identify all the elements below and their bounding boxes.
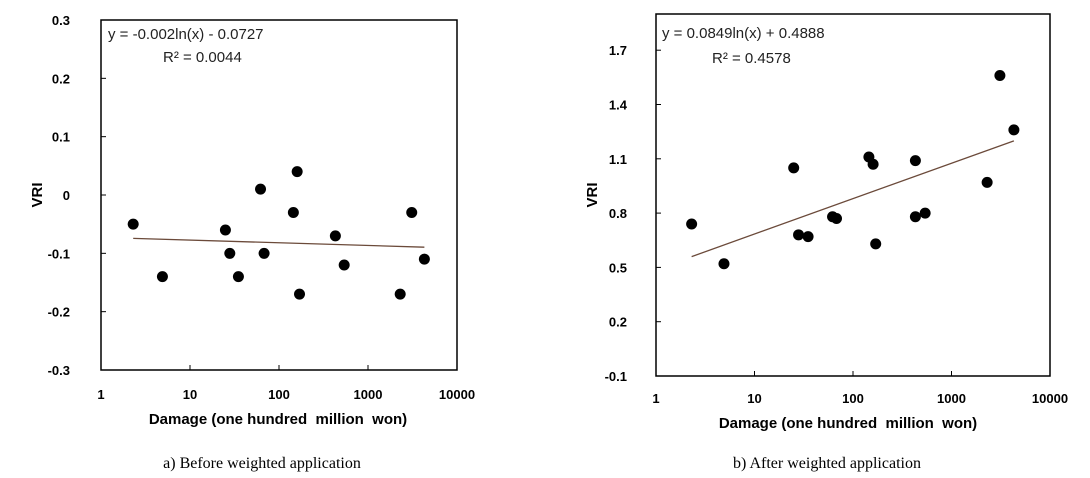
x-tick-labels: 1 10 100 1000 10000 xyxy=(652,391,1068,406)
data-point xyxy=(870,238,882,250)
data-point xyxy=(127,218,139,230)
y-tick-label: 0.5 xyxy=(609,260,627,275)
x-axis-title: Damage (one hundred million won) xyxy=(149,411,407,428)
trendline xyxy=(133,237,425,248)
data-point xyxy=(994,70,1006,82)
plot-frame xyxy=(100,19,458,371)
data-point xyxy=(686,218,698,230)
data-point xyxy=(981,176,993,188)
x-tick-label: 1000 xyxy=(354,387,383,402)
y-tick-label: 0.2 xyxy=(609,315,627,330)
data-point xyxy=(255,183,267,195)
data-point xyxy=(291,166,303,178)
y-tick-label: 0.3 xyxy=(52,13,70,28)
data-point xyxy=(329,230,341,242)
y-axis-title: VRI xyxy=(29,182,46,207)
trendline xyxy=(691,140,1015,258)
tick-marks xyxy=(655,49,1051,377)
y-tick-label: 0 xyxy=(63,188,70,203)
data-point xyxy=(224,247,236,259)
y-tick-label: 1.4 xyxy=(609,98,628,113)
x-tick-label: 1000 xyxy=(937,391,966,406)
x-tick-label: 10000 xyxy=(439,387,475,402)
data-points xyxy=(127,166,430,300)
data-point xyxy=(793,229,805,241)
x-tick-label: 1 xyxy=(652,391,659,406)
x-tick-label: 100 xyxy=(268,387,290,402)
y-tick-labels: -0.1 0.2 0.5 0.8 1.1 1.4 1.7 xyxy=(605,43,628,384)
y-tick-label: 1.1 xyxy=(609,152,627,167)
x-tick-label: 10 xyxy=(747,391,761,406)
y-tick-label: -0.1 xyxy=(48,246,70,261)
trend-equation: y = 0.0849ln(x) + 0.4888 xyxy=(662,25,825,42)
data-point xyxy=(219,224,231,236)
y-tick-label: 0.1 xyxy=(52,130,70,145)
data-point xyxy=(294,288,306,300)
r-squared: R² = 0.4578 xyxy=(712,50,791,67)
y-tick-label: 0.8 xyxy=(609,206,627,221)
data-point xyxy=(867,158,879,170)
y-tick-label: -0.3 xyxy=(48,363,70,378)
y-tick-label: -0.2 xyxy=(48,305,70,320)
y-tick-labels: -0.3 -0.2 -0.1 0 0.1 0.2 0.3 xyxy=(48,13,70,378)
y-axis-title: VRI xyxy=(584,182,601,207)
tick-marks xyxy=(100,19,458,371)
data-point xyxy=(909,211,921,223)
trend-equation: y = -0.002ln(x) - 0.0727 xyxy=(108,26,264,43)
x-tick-label: 1 xyxy=(97,387,104,402)
chart-before-weighted: -0.3 -0.2 -0.1 0 0.1 0.2 0.3 1 10 100 1000 10000 y… xyxy=(29,13,475,472)
x-tick-label: 10000 xyxy=(1032,391,1068,406)
data-point xyxy=(406,207,418,218)
y-tick-label: 0.2 xyxy=(52,71,70,86)
plot-frame xyxy=(655,13,1051,377)
data-point xyxy=(1008,124,1020,136)
x-tick-label: 100 xyxy=(842,391,864,406)
y-tick-label: -0.1 xyxy=(605,369,627,384)
x-axis-title: Damage (one hundred million won) xyxy=(719,415,977,432)
x-tick-label: 10 xyxy=(183,387,197,402)
caption: b) After weighted application xyxy=(733,455,921,472)
data-points xyxy=(686,70,1020,270)
data-point xyxy=(802,231,814,243)
data-point xyxy=(338,259,350,271)
y-tick-label: 1.7 xyxy=(609,43,627,58)
data-point xyxy=(919,207,931,219)
data-point xyxy=(909,155,921,167)
data-point xyxy=(258,247,270,259)
data-point xyxy=(232,271,244,283)
chart-after-weighted: -0.1 0.2 0.5 0.8 1.1 1.4 1.7 1 10 100 1000 10000 y… xyxy=(584,13,1068,472)
data-point xyxy=(418,253,430,265)
data-point xyxy=(788,162,800,174)
data-point xyxy=(394,288,406,300)
r-squared: R² = 0.0044 xyxy=(163,49,242,66)
x-tick-labels: 1 10 100 1000 10000 xyxy=(97,387,475,402)
caption: a) Before weighted application xyxy=(163,455,361,472)
data-point xyxy=(718,258,730,270)
data-point xyxy=(831,213,843,225)
data-point xyxy=(287,207,299,218)
data-point xyxy=(156,271,168,283)
